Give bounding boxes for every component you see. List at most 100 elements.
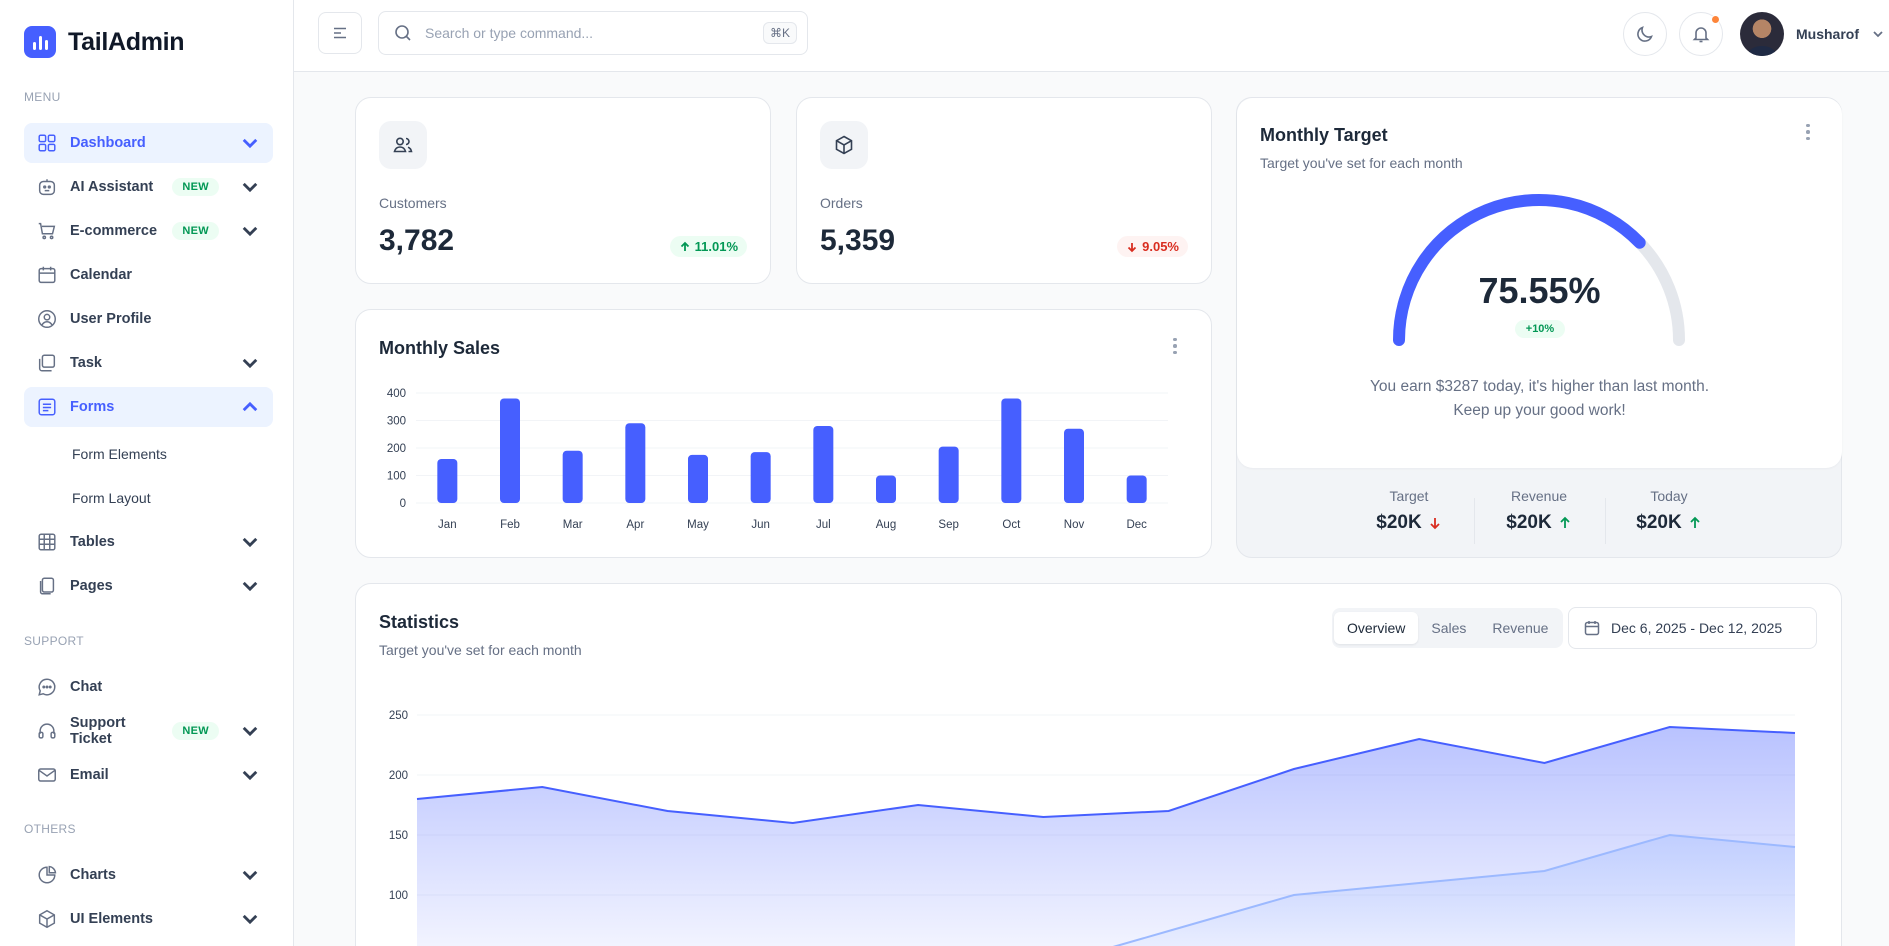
target-gauge	[1393, 194, 1685, 346]
sidebar-item-charts[interactable]: Charts	[24, 855, 273, 895]
sidebar-item-ai-assistant[interactable]: AI Assistant NEW	[24, 167, 273, 207]
series-area	[1116, 835, 1795, 946]
tab-overview[interactable]: Overview	[1334, 612, 1419, 644]
series-line	[416, 725, 1796, 825]
notification-dot	[1711, 15, 1720, 24]
sidebar-subitem-form-layout[interactable]: Form Layout	[72, 490, 151, 506]
top-header: ⌘K Musharof	[294, 0, 1889, 72]
bar	[1001, 398, 1022, 503]
search-icon	[395, 25, 411, 41]
stat-value: $20K	[1506, 512, 1552, 533]
gauge-percent: 75.55%	[1478, 270, 1601, 311]
pie-chart-icon	[38, 865, 57, 884]
sidebar-item-label: User Profile	[70, 311, 152, 327]
metric-change-value: 9.05%	[1142, 239, 1179, 254]
sidebar-item-ecommerce[interactable]: E-commerce NEW	[24, 211, 273, 251]
sidebar-item-tables[interactable]: Tables	[24, 522, 273, 562]
notifications-button[interactable]	[1679, 12, 1723, 56]
more-options-icon[interactable]	[1798, 122, 1818, 142]
divider	[1474, 498, 1475, 544]
chevron-down-icon	[242, 138, 258, 149]
date-range-picker[interactable]: Dec 6, 2025 - Dec 12, 2025	[1568, 607, 1817, 649]
headset-icon	[38, 723, 56, 739]
search-bar[interactable]: ⌘K	[378, 11, 808, 55]
chevron-down-icon	[242, 914, 258, 925]
logo-icon	[24, 26, 56, 58]
sidebar-item-label: E-commerce	[70, 223, 158, 239]
orders-card: Orders 5,359 9.05%	[796, 97, 1212, 284]
ai-icon	[38, 179, 56, 196]
section-label-others: OTHERS	[24, 822, 76, 836]
sidebar-item-email[interactable]: Email	[24, 755, 273, 795]
sidebar-item-forms[interactable]: Forms	[24, 387, 273, 427]
sidebar-item-label: Chat	[70, 679, 103, 695]
sidebar-item-user-profile[interactable]: User Profile	[24, 299, 273, 339]
x-tick-label: Jun	[751, 519, 770, 531]
stat-value: $20K	[1636, 512, 1682, 533]
metric-change-badge: 11.01%	[669, 236, 747, 257]
statistics-tabs: Overview Sales Revenue	[1332, 608, 1564, 648]
y-tick-label: 250	[389, 710, 408, 722]
more-options-icon[interactable]	[1165, 336, 1185, 356]
stat-value-row: $20K	[1344, 512, 1474, 534]
target-message-line: You earn $3287 today, it's higher than l…	[1369, 378, 1710, 395]
grid-icon	[38, 134, 56, 152]
bar	[437, 459, 458, 503]
mail-icon	[38, 768, 56, 782]
bar	[562, 450, 583, 503]
cart-icon	[38, 222, 56, 240]
sidebar-item-calendar[interactable]: Calendar	[24, 255, 273, 295]
chevron-down-icon	[242, 226, 258, 237]
metric-value: 5,359	[820, 224, 896, 257]
app-name: TailAdmin	[68, 27, 185, 56]
x-tick-label: Nov	[1064, 519, 1085, 531]
card-subtitle: Target you've set for each month	[379, 642, 582, 658]
chevron-down-icon	[242, 182, 258, 193]
sidebar-item-support-ticket[interactable]: Support Ticket NEW	[24, 711, 273, 751]
user-menu[interactable]: Musharof	[1740, 12, 1885, 56]
metric-label: Customers	[379, 195, 447, 211]
calendar-icon	[38, 266, 56, 284]
tab-sales[interactable]: Sales	[1431, 620, 1467, 636]
card-title: Statistics	[379, 612, 460, 632]
stat-label: Target	[1389, 488, 1429, 504]
arrow-up-icon	[680, 241, 689, 251]
sidebar-item-ui-elements[interactable]: UI Elements	[24, 899, 273, 939]
chevron-down-icon	[242, 770, 258, 781]
bar	[813, 426, 834, 503]
target-stat: Revenue $20K	[1474, 488, 1604, 534]
tab-revenue[interactable]: Revenue	[1492, 620, 1549, 636]
stat-value-row: $20K	[1474, 512, 1604, 534]
sidebar-item-chat[interactable]: Chat	[24, 667, 273, 707]
search-input[interactable]	[425, 25, 751, 41]
sidebar-item-dashboard[interactable]: Dashboard	[24, 123, 273, 163]
sidebar-item-label: Task	[70, 355, 102, 371]
new-badge: NEW	[172, 222, 219, 240]
chevron-down-icon	[1873, 31, 1883, 38]
x-tick-label: Mar	[563, 519, 583, 531]
section-label-menu: MENU	[24, 90, 61, 104]
target-message: You earn $3287 today, it's higher than l…	[1237, 375, 1842, 423]
x-tick-label: Aug	[876, 519, 896, 531]
target-message-line: Keep up your good work!	[1453, 402, 1626, 419]
gauge-change-badge: +10%	[1515, 320, 1565, 338]
bar	[688, 454, 708, 503]
x-tick-label: May	[687, 519, 709, 531]
sidebar-item-label: Charts	[70, 867, 116, 883]
sidebar-item-pages[interactable]: Pages	[24, 566, 273, 606]
task-icon	[38, 354, 56, 372]
sidebar-subitem-form-elements[interactable]: Form Elements	[72, 446, 167, 462]
forms-icon	[38, 398, 56, 416]
customers-card: Customers 3,782 11.01%	[355, 97, 771, 284]
box-icon	[38, 909, 56, 929]
sidebar-toggle-button[interactable]	[318, 12, 362, 54]
sidebar-item-task[interactable]: Task	[24, 343, 273, 383]
metric-label: Orders	[820, 195, 863, 211]
arrow-up-icon	[1690, 516, 1700, 528]
monthly-sales-chart: 0 100 200 300 400 Jan Feb Mar Apr May Jun Jul Aug Sep…	[387, 388, 1168, 531]
menu-icon	[334, 27, 346, 39]
x-tick-label: Sep	[938, 519, 958, 531]
app-logo[interactable]: TailAdmin	[24, 26, 185, 58]
theme-toggle-button[interactable]	[1623, 12, 1667, 56]
pages-icon	[39, 577, 55, 595]
